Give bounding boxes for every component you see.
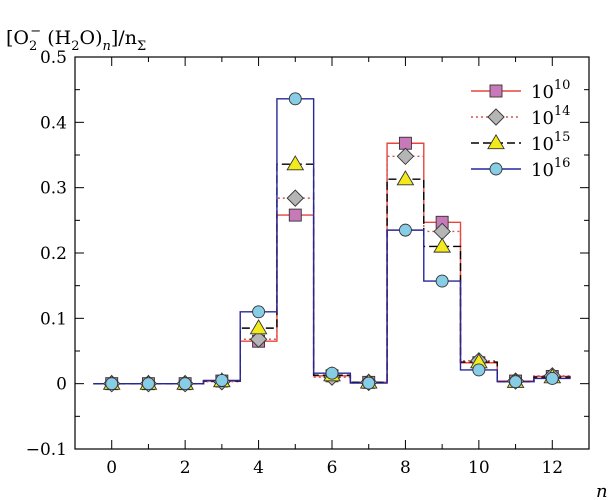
data-point-s3 bbox=[398, 223, 412, 237]
series-line-0 bbox=[93, 142, 571, 385]
data-point-s3 bbox=[325, 366, 339, 380]
legend-label-3: 1016 bbox=[531, 156, 570, 181]
data-point-s2 bbox=[396, 170, 415, 186]
data-point-s1 bbox=[249, 330, 268, 348]
data-point-s0 bbox=[398, 136, 412, 150]
axis-ticks: 0 2 4 6 8 10 12 −0.1 0 0.1 0.2 0.3 0.4 0.5 bbox=[26, 48, 590, 478]
data-point-s3 bbox=[545, 371, 559, 385]
data-point-s1 bbox=[396, 147, 415, 166]
data-point-s3 bbox=[288, 92, 302, 106]
series-markers bbox=[102, 92, 562, 393]
legend-marker-1 bbox=[487, 108, 505, 126]
y-tick-label: 0.5 bbox=[40, 48, 67, 68]
series-line-1 bbox=[93, 155, 571, 385]
legend-label-1: 1014 bbox=[531, 104, 570, 129]
data-point-s3 bbox=[178, 377, 192, 391]
x-tick-label: 0 bbox=[106, 458, 117, 478]
x-tick-label: 6 bbox=[327, 458, 338, 478]
data-point-s2 bbox=[433, 237, 452, 253]
series-line-2 bbox=[93, 163, 571, 385]
y-axis-label: [O2− (H2O)n]/nΣ bbox=[6, 24, 146, 54]
data-point-s1 bbox=[286, 189, 305, 207]
x-axis-label: n bbox=[596, 481, 608, 500]
axes-frame bbox=[74, 56, 590, 450]
plot-frame bbox=[74, 56, 590, 450]
data-point-s0 bbox=[288, 208, 302, 222]
data-point-s3 bbox=[215, 373, 229, 387]
x-tick-label: 2 bbox=[180, 458, 191, 478]
data-point-s3 bbox=[472, 363, 486, 377]
data-point-s3 bbox=[105, 377, 119, 391]
data-point-s2 bbox=[286, 155, 305, 171]
x-tick-label: 12 bbox=[541, 458, 563, 478]
y-tick-label: −0.1 bbox=[26, 440, 67, 460]
y-tick-label: 0.3 bbox=[40, 179, 67, 199]
x-tick-label: 4 bbox=[253, 458, 264, 478]
series-line-3 bbox=[93, 98, 571, 385]
x-tick-label: 10 bbox=[468, 458, 490, 478]
legend-marker-2 bbox=[487, 134, 505, 150]
y-tick-label: 0 bbox=[56, 375, 67, 395]
x-tick-label: 8 bbox=[400, 458, 411, 478]
y-tick-label: 0.1 bbox=[40, 309, 67, 329]
legend-label-0: 1010 bbox=[531, 78, 570, 103]
data-point-s3 bbox=[362, 376, 376, 390]
data-point-s3 bbox=[509, 375, 523, 389]
data-point-s3 bbox=[141, 377, 155, 391]
data-point-s2 bbox=[249, 319, 268, 335]
y-tick-label: 0.4 bbox=[40, 113, 67, 133]
series-lines bbox=[93, 98, 571, 385]
legend-marker-3 bbox=[489, 162, 503, 176]
legend-marker-0 bbox=[489, 84, 503, 98]
y-tick-label: 0.2 bbox=[40, 244, 67, 264]
legend-label-2: 1015 bbox=[531, 130, 570, 155]
data-point-s3 bbox=[435, 274, 449, 288]
data-point-s3 bbox=[252, 305, 266, 319]
